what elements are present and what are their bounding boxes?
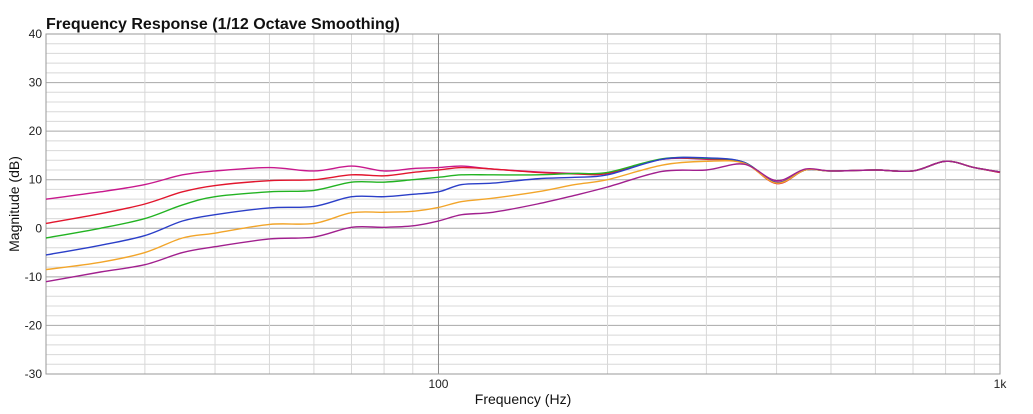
series-lines [45,156,1001,283]
series-line-6 [45,160,1001,283]
series-line-2 [45,157,1001,225]
x-tick-label: 100 [428,377,448,391]
series-line-5 [45,160,1001,271]
plot-area-border [45,33,1001,375]
y-axis-label: Magnitude (dB) [6,156,22,252]
y-tick-label: -30 [25,367,43,381]
y-tick-label: -10 [25,270,43,284]
x-tick-label: 1k [994,377,1008,391]
y-tick-label: 20 [29,124,43,138]
grid [45,33,1000,375]
y-tick-label: 0 [35,221,42,235]
chart-title: Frequency Response (1/12 Octave Smoothin… [46,16,400,33]
y-tick-label: 10 [29,173,43,187]
y-tick-label: 40 [29,27,43,41]
y-axis-ticks: 40 30 20 10 0 -10 -20 -30 [25,27,43,381]
x-axis-ticks: 100 1k [428,377,1007,391]
y-tick-label: 30 [29,76,43,90]
series-line-1 [45,157,1001,200]
x-axis-label: Frequency (Hz) [475,391,571,407]
y-tick-label: -20 [25,318,43,332]
